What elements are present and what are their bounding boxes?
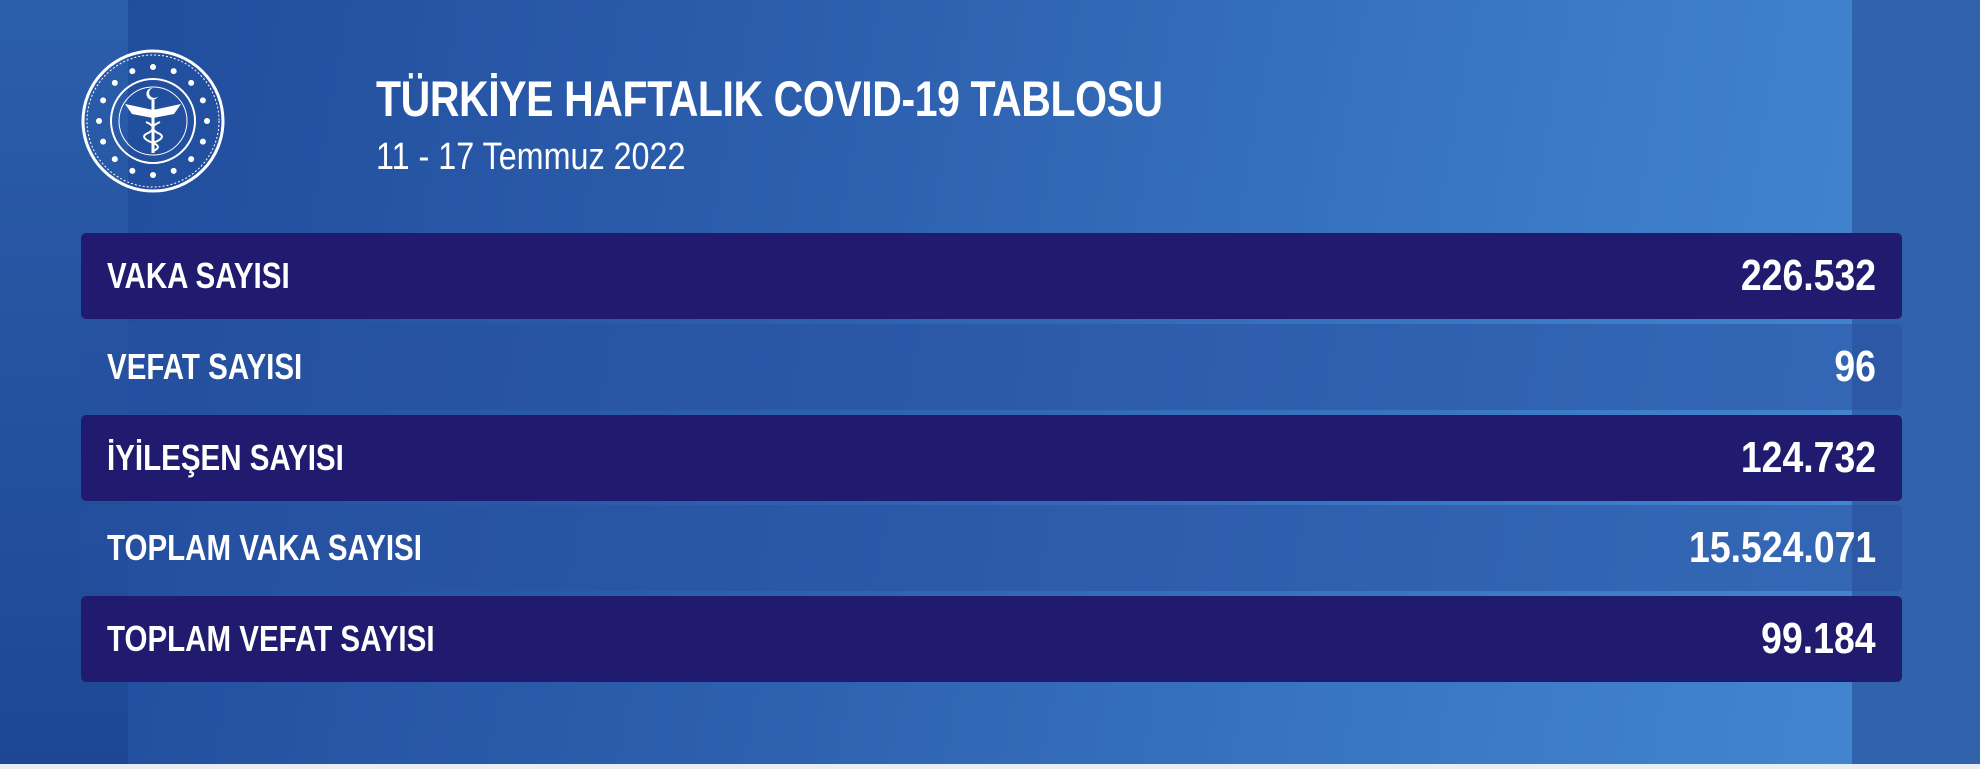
star-icon: [111, 79, 118, 86]
star-icon: [170, 167, 177, 174]
star-icon: [129, 167, 136, 174]
star-icon: [100, 138, 107, 145]
stat-value: 15.524.071: [1688, 523, 1876, 572]
stat-row-vaka: VAKA SAYISI 226.532: [81, 233, 1902, 319]
stat-label: VAKA SAYISI: [107, 255, 290, 296]
stat-row-vefat: VEFAT SAYISI 96: [81, 324, 1902, 410]
date-range: 11 - 17 Temmuz 2022: [376, 136, 686, 178]
star-icon: [188, 79, 195, 86]
star-icon: [199, 138, 206, 145]
bottom-border: [0, 764, 1980, 769]
stat-value: 124.732: [1740, 433, 1876, 482]
stat-label: TOPLAM VEFAT SAYISI: [107, 618, 435, 659]
star-icon: [150, 64, 156, 70]
stat-row-toplam-vefat: TOPLAM VEFAT SAYISI 99.184: [81, 596, 1902, 682]
stat-value: 96: [1834, 342, 1876, 391]
stat-row-toplam-vaka: TOPLAM VAKA SAYISI 15.524.071: [81, 505, 1902, 591]
page-title: TÜRKİYE HAFTALIK COVID-19 TABLOSU: [376, 71, 1163, 127]
star-icon: [96, 118, 102, 124]
star-icon: [100, 97, 107, 104]
star-icon: [170, 68, 177, 75]
stat-value: 99.184: [1761, 614, 1876, 663]
stat-label: İYİLEŞEN SAYISI: [107, 437, 344, 478]
stat-label: TOPLAM VAKA SAYISI: [107, 527, 422, 568]
star-icon: [129, 68, 136, 75]
star-icon: [111, 156, 118, 163]
stat-value: 226.532: [1740, 251, 1876, 300]
stat-label: VEFAT SAYISI: [107, 346, 303, 387]
star-icon: [204, 118, 210, 124]
ministry-logo-icon: [81, 49, 225, 193]
star-icon: [188, 156, 195, 163]
star-icon: [199, 97, 206, 104]
star-icon: [150, 172, 156, 178]
stat-row-iyilesen: İYİLEŞEN SAYISI 124.732: [81, 415, 1902, 501]
